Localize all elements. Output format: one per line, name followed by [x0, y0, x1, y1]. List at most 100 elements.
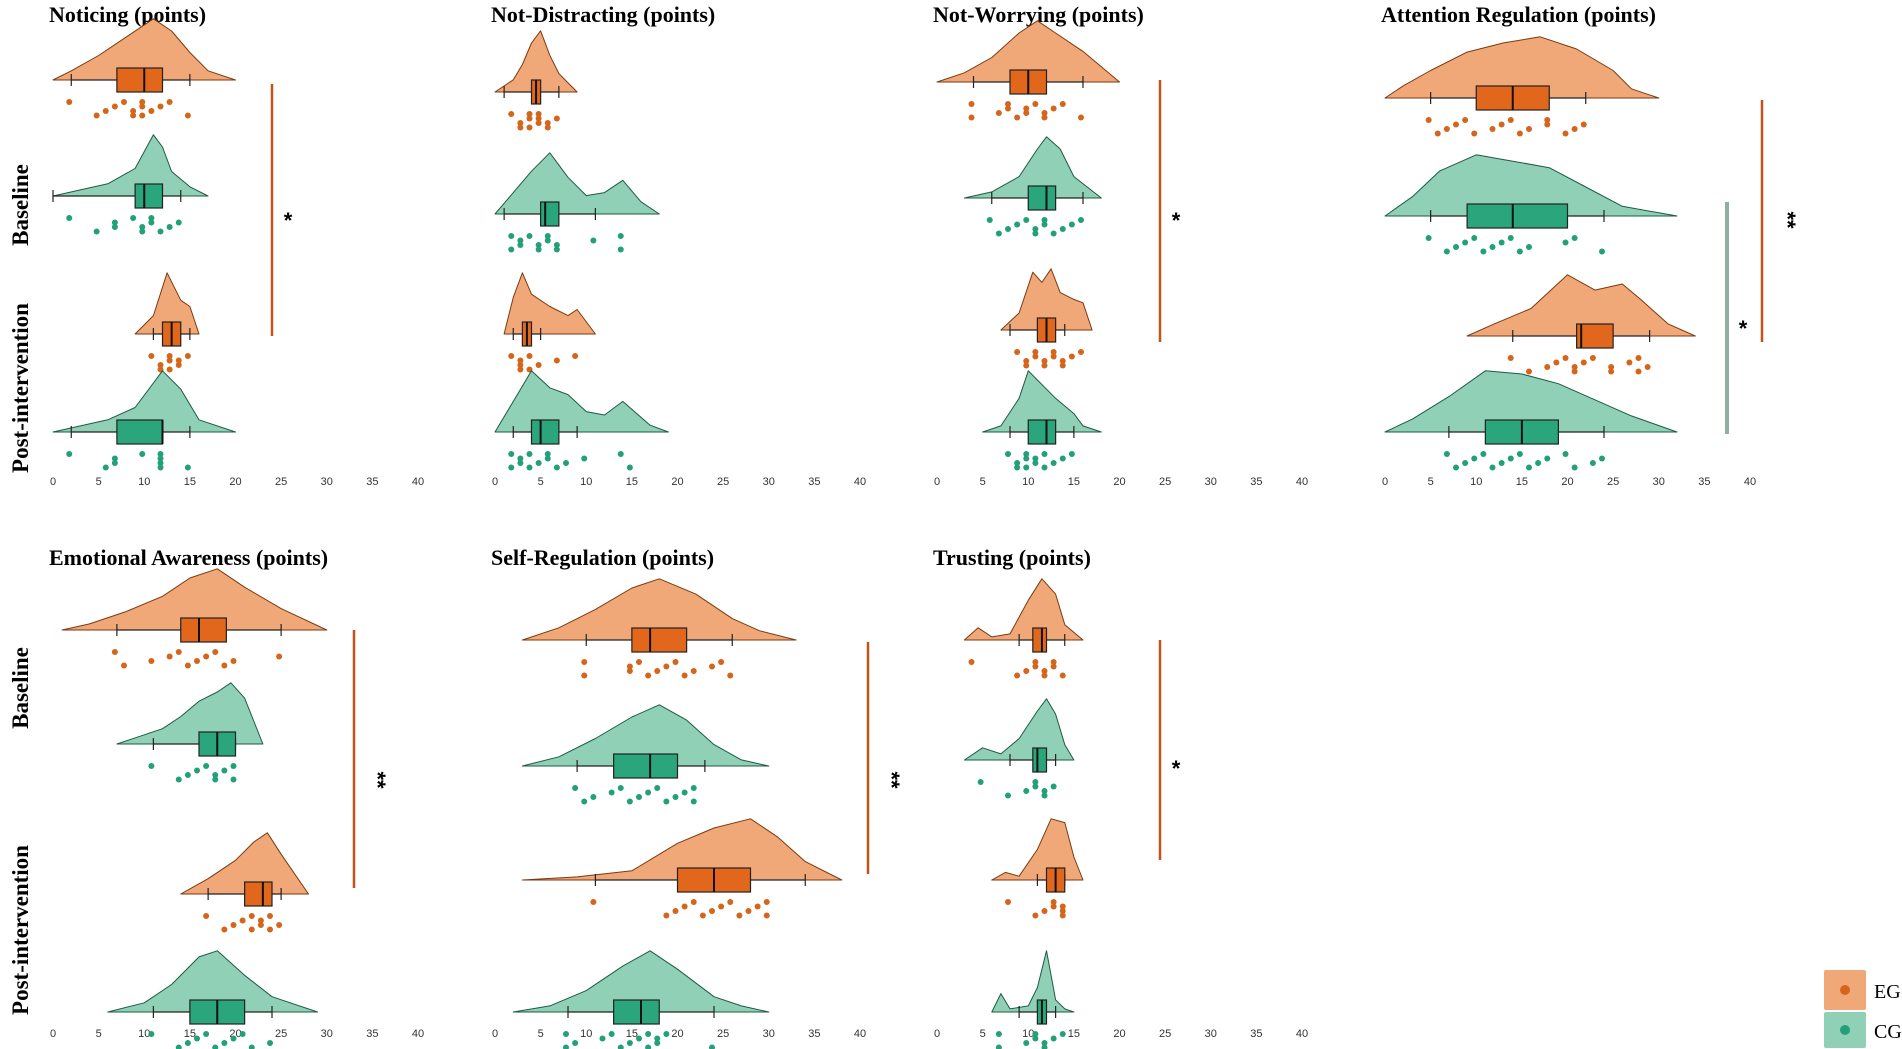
- data-point-eg: [1078, 349, 1084, 355]
- data-point-cg: [221, 1040, 228, 1046]
- data-point-cg: [230, 763, 237, 769]
- data-point-eg: [1014, 114, 1021, 121]
- density-cloud-eg: [521, 818, 843, 881]
- data-point-cg: [590, 794, 597, 800]
- data-point-eg: [1041, 114, 1048, 121]
- data-point-eg: [139, 99, 146, 105]
- legend-eg-label: EG: [1874, 981, 1901, 1003]
- data-point-eg: [166, 366, 173, 373]
- data-point-eg: [1032, 101, 1039, 107]
- x-tick-label: 15: [626, 1028, 638, 1040]
- data-point-cg: [194, 1035, 200, 1042]
- data-point-cg: [66, 215, 73, 221]
- data-point-eg: [166, 357, 173, 364]
- data-point-eg: [148, 108, 155, 114]
- data-point-eg: [663, 663, 670, 670]
- data-point-cg: [1489, 464, 1496, 471]
- data-point-cg: [1516, 248, 1523, 255]
- data-point-eg: [139, 112, 146, 119]
- data-point-eg: [184, 353, 191, 359]
- data-point-eg: [526, 115, 533, 122]
- row-label-baseline-top: Baseline: [8, 164, 33, 246]
- x-tick-label: 20: [1113, 476, 1125, 488]
- data-point-cg: [1032, 460, 1039, 466]
- data-point-cg: [617, 451, 624, 457]
- box-cg: [1027, 419, 1057, 445]
- data-point-eg: [1041, 362, 1048, 369]
- data-point-cg: [1005, 226, 1011, 232]
- data-point-cg: [1507, 235, 1514, 241]
- box-cg: [1032, 747, 1048, 773]
- data-point-cg: [1526, 244, 1532, 250]
- x-tick-label: 15: [1068, 476, 1080, 488]
- data-point-eg: [517, 366, 524, 373]
- data-point-eg: [1014, 672, 1021, 679]
- chart-panel-3: Attention Regulation (points) 0 5 10 15 20 25 3…: [1381, 2, 1800, 488]
- data-point-eg: [102, 108, 109, 114]
- data-point-eg: [184, 112, 191, 119]
- data-point-cg: [535, 246, 542, 253]
- data-point-eg: [995, 110, 1002, 116]
- data-point-cg: [581, 798, 588, 805]
- data-point-eg: [763, 899, 770, 905]
- data-point-cg: [111, 460, 118, 466]
- data-point-eg: [581, 672, 588, 679]
- data-point-cg: [1535, 460, 1542, 466]
- data-point-eg: [1023, 105, 1030, 112]
- density-cloud-eg: [61, 568, 328, 631]
- data-point-cg: [1005, 451, 1011, 457]
- data-point-cg: [553, 246, 560, 253]
- box-cg: [1027, 185, 1057, 211]
- data-point-cg: [1462, 460, 1469, 466]
- data-point-eg: [745, 908, 752, 914]
- data-point-eg: [1608, 368, 1615, 375]
- chart-panel-5: Self-Regulation (points) 0 5 10 15 20 25 30 35 40…: [491, 545, 904, 1049]
- legend-eg-dot: [1840, 985, 1850, 995]
- data-point-cg: [690, 798, 697, 805]
- data-point-eg: [166, 653, 173, 660]
- data-point-eg: [1544, 364, 1551, 370]
- data-point-cg: [1526, 464, 1532, 471]
- data-point-cg: [1023, 451, 1030, 457]
- x-tick-label: 20: [671, 476, 683, 488]
- data-point-eg: [121, 662, 127, 669]
- density-cloud-eg: [1466, 274, 1696, 337]
- data-point-cg: [203, 1031, 210, 1037]
- data-point-eg: [267, 913, 273, 919]
- density-cloud-eg: [503, 272, 596, 335]
- data-point-eg: [544, 124, 551, 131]
- data-point-cg: [626, 1040, 633, 1046]
- data-point-eg: [1453, 121, 1459, 128]
- data-point-eg: [1059, 903, 1066, 910]
- data-point-eg: [1050, 659, 1057, 665]
- density-cloud-cg: [116, 682, 264, 745]
- x-tick-label: 35: [366, 476, 378, 488]
- chart-panel-4: Emotional Awareness (points)0 5 10 15 20 25 30…: [49, 545, 424, 1049]
- data-point-cg: [148, 219, 155, 226]
- data-point-cg: [175, 776, 182, 783]
- data-point-cg: [1032, 1035, 1039, 1042]
- density-cloud-eg: [963, 578, 1084, 641]
- data-point-eg: [175, 357, 182, 364]
- data-point-eg: [166, 99, 173, 105]
- x-tick-label: 15: [626, 476, 638, 488]
- density-cloud-cg: [52, 370, 236, 433]
- data-point-eg: [1041, 110, 1048, 116]
- x-tick-label: 10: [138, 1028, 150, 1040]
- data-point-eg: [517, 357, 524, 364]
- box-eg: [631, 627, 688, 653]
- data-point-eg: [1571, 368, 1578, 375]
- data-point-eg: [1050, 663, 1057, 670]
- x-tick-label: 35: [1250, 476, 1262, 488]
- data-point-cg: [1059, 1031, 1066, 1037]
- data-point-eg: [1041, 358, 1048, 364]
- data-point-cg: [1498, 460, 1505, 466]
- data-point-cg: [608, 789, 615, 796]
- data-point-eg: [1041, 908, 1048, 914]
- data-point-eg: [1050, 105, 1057, 112]
- data-point-cg: [709, 1044, 715, 1049]
- data-point-eg: [572, 353, 579, 359]
- data-point-cg: [1480, 451, 1487, 457]
- data-point-cg: [1571, 464, 1578, 471]
- data-point-cg: [148, 1031, 155, 1037]
